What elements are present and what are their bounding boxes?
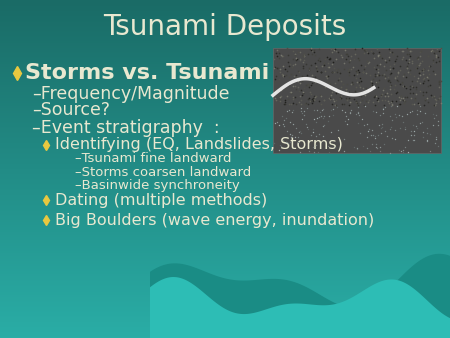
Text: –Storms coarsen landward: –Storms coarsen landward bbox=[75, 166, 251, 178]
Text: Big Boulders (wave energy, inundation): Big Boulders (wave energy, inundation) bbox=[55, 213, 374, 227]
Text: Tsunami Deposits: Tsunami Deposits bbox=[104, 13, 346, 41]
Text: –Basinwide synchroneity: –Basinwide synchroneity bbox=[75, 178, 240, 192]
Text: Dating (multiple methods): Dating (multiple methods) bbox=[55, 193, 267, 208]
Polygon shape bbox=[150, 277, 450, 338]
Polygon shape bbox=[150, 254, 450, 338]
Text: –Source?: –Source? bbox=[32, 101, 110, 119]
Text: Identifying (EQ, Landslides, Storms): Identifying (EQ, Landslides, Storms) bbox=[55, 138, 343, 152]
Text: –Frequency/Magnitude: –Frequency/Magnitude bbox=[32, 85, 230, 103]
Text: –Event stratigraphy  :: –Event stratigraphy : bbox=[32, 119, 220, 137]
Text: Storms vs. Tsunami: Storms vs. Tsunami bbox=[25, 63, 269, 83]
Text: –Tsunami fine landward: –Tsunami fine landward bbox=[75, 152, 231, 166]
FancyBboxPatch shape bbox=[273, 48, 441, 153]
